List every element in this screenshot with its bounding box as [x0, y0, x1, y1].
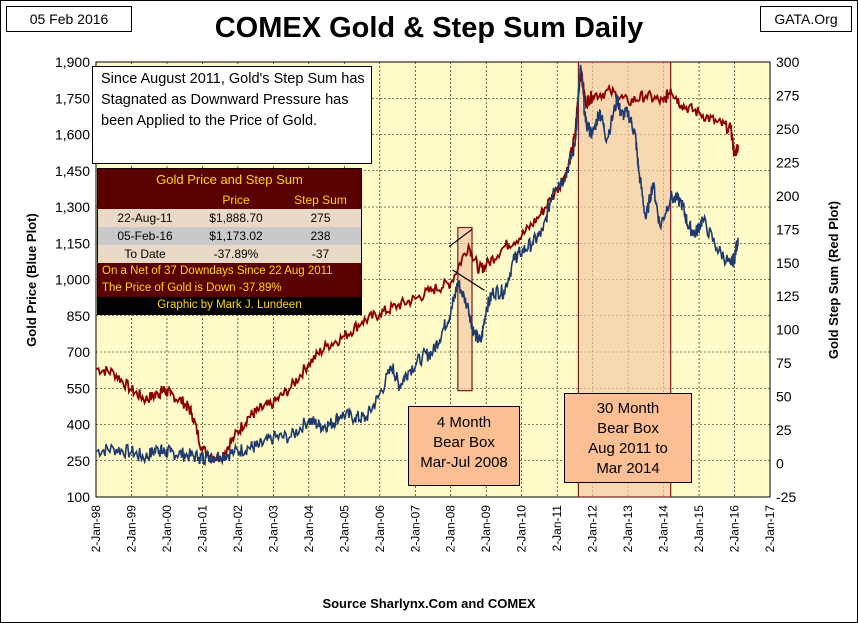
y-right-tick-label: 250 [776, 121, 800, 137]
x-tick-label: 2-Jan-03 [266, 505, 280, 553]
x-tick-label: 2-Jan-05 [337, 505, 351, 553]
commentary-note: Since August 2011, Gold's Step Sum has S… [92, 66, 372, 164]
bear-box-line: Mar-Jul 2008 [420, 454, 508, 471]
x-tick-label: 2-Jan-99 [124, 505, 138, 553]
x-tick-label: 2-Jan-14 [657, 505, 671, 553]
y-axis-left-label: Gold Price (Blue Plot) [24, 213, 39, 347]
table-cell: 05-Feb-16 [117, 229, 173, 243]
y-right-tick-label: 300 [776, 54, 800, 70]
trend-line-step-sum [448, 228, 473, 248]
y-left-tick-label: 100 [67, 489, 91, 505]
bear-box-line: Aug 2011 to [588, 440, 668, 457]
x-tick-label: 2-Jan-02 [231, 505, 245, 553]
table-header: Step Sum [294, 193, 347, 207]
table-cell: $1,888.70 [209, 211, 263, 225]
x-tick-label: 2-Jan-15 [692, 505, 706, 553]
bear-box-line: 4 Month [436, 414, 492, 431]
trend-line-gold-price [452, 269, 485, 291]
table-header: Price [222, 193, 250, 207]
table-cell: To Date [124, 247, 166, 261]
y-right-tick-label: 200 [776, 188, 800, 204]
date-label: 05 Feb 2016 [6, 6, 132, 32]
y-right-tick-label: 50 [776, 389, 792, 405]
x-tick-label: 2-Jan-16 [728, 505, 742, 553]
y-right-tick-label: 225 [776, 154, 800, 170]
y-left-tick-label: 700 [67, 344, 91, 360]
table-cell: -37.89% [213, 247, 259, 261]
x-tick-label: 2-Jan-13 [621, 505, 635, 553]
bear-box-label-2011: 30 Month Bear Box Aug 2011 to Mar 2014 [564, 393, 692, 483]
x-tick-label: 2-Jan-08 [444, 505, 458, 553]
y-left-tick-label: 850 [67, 308, 91, 324]
table-cell: $1,173.02 [209, 229, 263, 243]
y-right-tick-label: -25 [776, 489, 796, 505]
y-left-tick-label: 400 [67, 417, 91, 433]
bear-box-region [457, 226, 473, 392]
table-credit: Graphic by Mark J. Lundeen [98, 297, 361, 314]
x-tick-label: 2-Jan-10 [515, 505, 529, 553]
bear-box-line: Bear Box [433, 434, 495, 451]
bear-box-label-2008: 4 Month Bear Box Mar-Jul 2008 [408, 406, 520, 486]
y-left-tick-label: 1,300 [55, 199, 90, 215]
table-cell: 22-Aug-11 [117, 211, 173, 225]
x-tick-label: 2-Jan-98 [89, 505, 103, 553]
x-tick-label: 2-Jan-09 [479, 505, 493, 553]
y-right-tick-label: 0 [776, 456, 784, 472]
y-right-tick-label: 100 [776, 322, 800, 338]
table-note-2: The Price of Gold is Down -37.89% [102, 282, 282, 294]
y-left-tick-label: 550 [67, 380, 91, 396]
gold-price-line [95, 64, 739, 467]
y-left-tick-label: 1,750 [55, 90, 90, 106]
table-row: 22-Aug-11 $1,888.70 275 [98, 209, 361, 227]
brand-label: GATA.Org [760, 6, 852, 32]
x-tick-label: 2-Jan-12 [586, 505, 600, 553]
price-table: Gold Price and Step Sum Price Step Sum 2… [97, 168, 362, 315]
source-caption: Source Sharlynx.Com and COMEX [322, 596, 536, 611]
y-right-tick-label: 125 [776, 288, 800, 304]
x-tick-label: 2-Jan-00 [160, 505, 174, 553]
x-tick-label: 2-Jan-04 [302, 505, 316, 553]
table-header [98, 191, 192, 209]
y-right-tick-label: 275 [776, 87, 800, 103]
table-row: 05-Feb-16 $1,173.02 238 [98, 227, 361, 245]
y-left-tick-label: 1,450 [55, 163, 90, 179]
step-sum-line [95, 68, 739, 463]
y-left-tick-label: 1,000 [55, 272, 90, 288]
y-right-tick-label: 75 [776, 355, 792, 371]
x-tick-label: 2-Jan-11 [550, 505, 564, 552]
table-row: To Date -37.89% -37 [98, 245, 361, 263]
y-left-tick-label: 1,900 [55, 54, 90, 70]
x-tick-label: 2-Jan-06 [373, 505, 387, 553]
x-tick-label: 2-Jan-01 [195, 505, 209, 553]
series-lines [95, 64, 739, 467]
y-right-tick-label: 175 [776, 221, 800, 237]
bear-box-line: Bear Box [597, 420, 659, 437]
x-tick-label: 2-Jan-17 [763, 505, 777, 553]
y-right-tick-label: 25 [776, 422, 792, 438]
y-left-tick-label: 250 [67, 453, 91, 469]
bear-box-line: Mar 2014 [596, 460, 660, 477]
table-title: Gold Price and Step Sum [156, 172, 303, 187]
table-cell: 275 [310, 211, 331, 225]
y-left-tick-label: 1,150 [55, 235, 90, 251]
axes: 2-Jan-98 2-Jan-99 2-Jan-00 2-Jan-01 2-Jan-02… [55, 54, 800, 552]
y-left-tick-label: 1,600 [55, 127, 90, 143]
table-cell: 238 [310, 229, 331, 243]
trend-annotations [448, 228, 485, 291]
table-cell: -37 [311, 247, 330, 261]
table-note-1: On a Net of 37 Downdays Since 22 Aug 201… [102, 265, 333, 277]
table-header-row: Price Step Sum [98, 191, 361, 209]
bear-box-line: 30 Month [596, 400, 660, 417]
chart-title: COMEX Gold & Step Sum Daily [214, 12, 644, 44]
y-right-tick-label: 150 [776, 255, 800, 271]
x-tick-label: 2-Jan-07 [408, 505, 422, 553]
y-axis-right-label: Gold Step Sum (Red Plot) [826, 201, 841, 359]
